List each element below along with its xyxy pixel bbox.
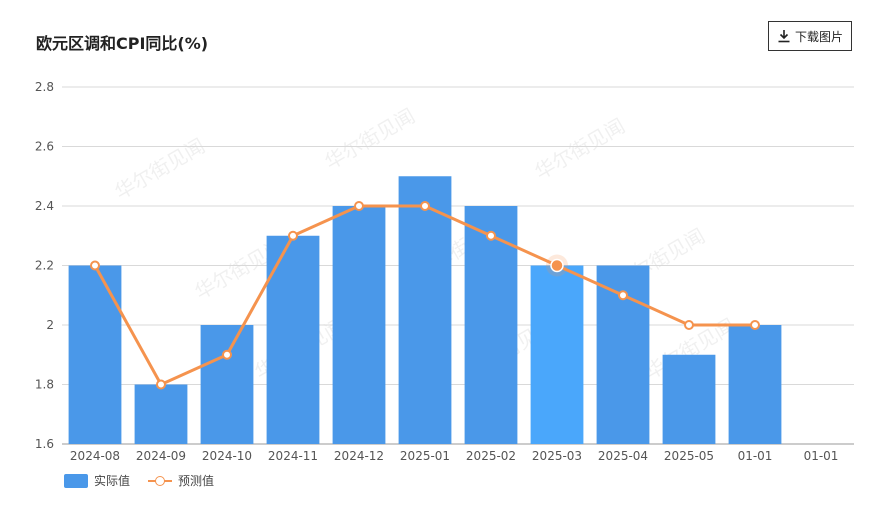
x-tick-label: 2025-02 <box>466 449 516 463</box>
chart-legend: 实际值 预测值 <box>64 472 214 489</box>
legend-item-forecast[interactable]: 预测值 <box>148 472 214 489</box>
y-tick-label: 2.4 <box>35 199 54 213</box>
forecast-point <box>288 230 298 241</box>
x-tick-label: 2024-08 <box>70 449 120 463</box>
download-image-label: 下载图片 <box>794 29 843 44</box>
forecast-point <box>354 201 364 211</box>
x-tick-label: 2025-01 <box>400 449 450 463</box>
y-tick-label: 2 <box>46 318 54 332</box>
bar <box>464 206 518 444</box>
x-tick-label: 2024-12 <box>334 449 384 463</box>
y-tick-label: 2.6 <box>35 140 54 154</box>
x-tick-label: 2024-11 <box>268 449 318 463</box>
watermark-text: 华尔街见闻 <box>531 114 630 185</box>
forecast-point <box>684 320 694 330</box>
forecast-point <box>90 260 100 271</box>
forecast-point <box>618 290 628 301</box>
bar <box>332 206 386 444</box>
download-image-button[interactable]: 下载图片 <box>768 21 852 51</box>
forecast-point <box>156 379 166 390</box>
watermark-text: 华尔街见闻 <box>321 104 420 175</box>
x-tick-label: 2024-09 <box>136 449 186 463</box>
forecast-point <box>750 320 760 330</box>
download-icon <box>777 29 791 43</box>
x-tick-label: 2025-04 <box>598 449 648 463</box>
y-tick-label: 1.8 <box>35 378 54 392</box>
chart-title: 欧元区调和CPI同比(%) <box>36 34 209 53</box>
legend-label-forecast: 预测值 <box>178 474 215 488</box>
watermark-text: 华尔街见闻 <box>111 134 210 205</box>
forecast-point <box>222 349 232 360</box>
legend-label-actual: 实际值 <box>94 474 131 488</box>
forecast-point <box>486 230 496 241</box>
bar <box>728 325 782 444</box>
bar <box>200 325 254 444</box>
x-tick-label: 01-01 <box>804 449 839 463</box>
forecast-point <box>550 258 564 273</box>
bar <box>68 265 122 444</box>
bar <box>662 354 716 444</box>
y-tick-label: 1.6 <box>35 437 54 451</box>
bar <box>398 176 452 444</box>
y-tick-label: 2.8 <box>35 80 54 94</box>
forecast-point <box>420 201 430 211</box>
bar <box>134 384 188 444</box>
legend-swatch-bar <box>64 473 88 488</box>
x-tick-label: 01-01 <box>738 449 773 463</box>
x-tick-label: 2025-05 <box>664 449 714 463</box>
legend-swatch-line <box>148 474 173 488</box>
legend-item-actual[interactable]: 实际值 <box>64 472 130 489</box>
x-tick-label: 2024-10 <box>202 449 252 463</box>
y-tick-label: 2.2 <box>35 259 54 273</box>
x-tick-label: 2025-03 <box>532 449 582 463</box>
bar <box>530 265 584 444</box>
